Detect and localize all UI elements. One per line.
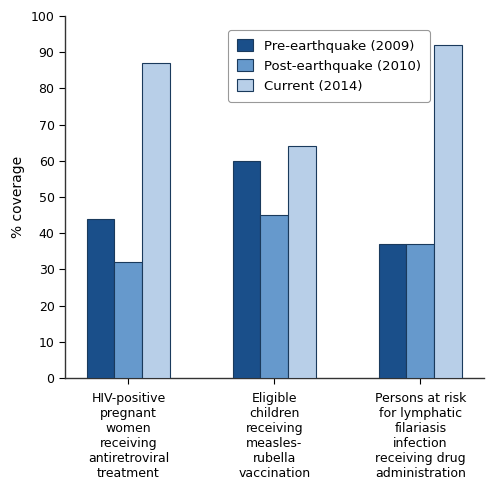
Legend: Pre-earthquake (2009), Post-earthquake (2010), Current (2014): Pre-earthquake (2009), Post-earthquake (… <box>228 30 430 102</box>
Bar <box>289 146 316 378</box>
Bar <box>114 262 143 378</box>
Bar <box>233 161 260 378</box>
Bar <box>260 215 289 378</box>
Bar <box>143 63 170 378</box>
Bar <box>435 45 462 378</box>
Bar <box>379 244 406 378</box>
Bar <box>87 219 114 378</box>
Y-axis label: % coverage: % coverage <box>11 156 25 238</box>
Bar <box>406 244 435 378</box>
